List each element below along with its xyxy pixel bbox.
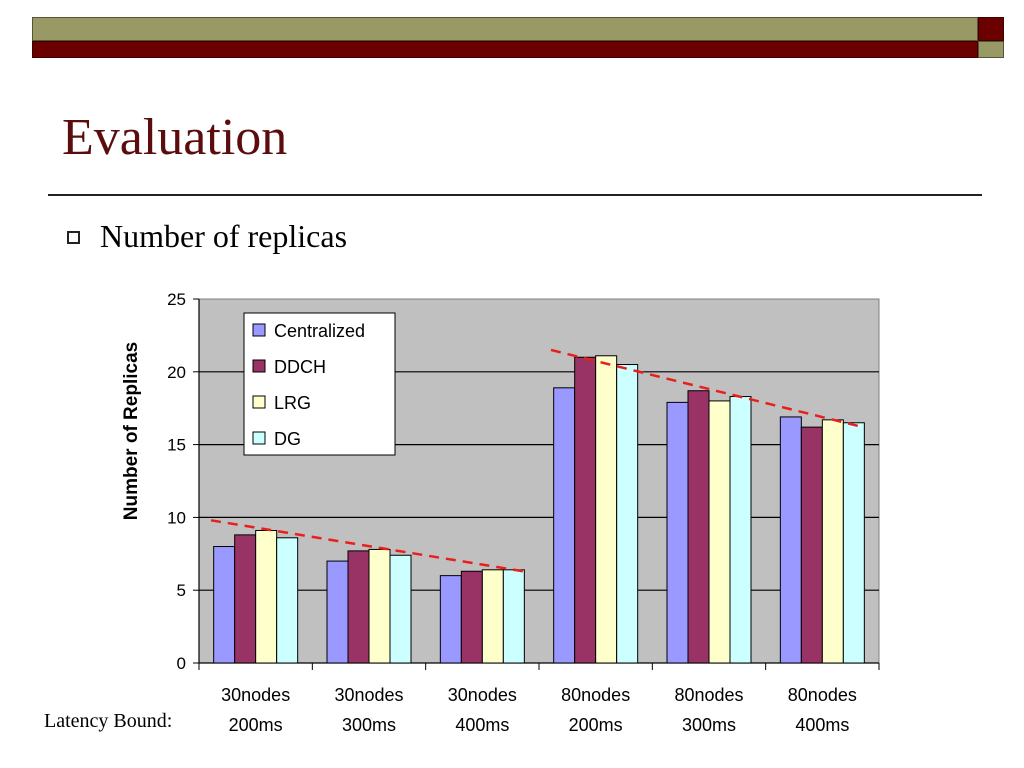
legend-swatch bbox=[252, 431, 266, 445]
bar-centralized bbox=[439, 575, 462, 664]
header-corner-maroon bbox=[978, 17, 1004, 41]
x-category-label-line2: 400ms bbox=[455, 715, 509, 735]
trend-line bbox=[550, 348, 864, 429]
bar-ddch bbox=[347, 550, 370, 664]
x-category-label-line2: 300ms bbox=[342, 715, 396, 735]
x-category-label-line2: 200ms bbox=[569, 715, 623, 735]
bar-lrg bbox=[481, 569, 504, 664]
title-divider bbox=[48, 194, 982, 196]
x-category-label-line1: 30nodes bbox=[334, 685, 403, 705]
bar-lrg bbox=[255, 530, 278, 664]
bullet-text: Number of replicas bbox=[100, 218, 348, 254]
x-category-label-line1: 80nodes bbox=[674, 685, 743, 705]
legend-label: LRG bbox=[274, 393, 311, 413]
bar-lrg bbox=[708, 400, 731, 664]
trend-line bbox=[210, 519, 524, 573]
header-band-maroon bbox=[32, 41, 978, 58]
bar-centralized bbox=[326, 560, 349, 664]
legend-box bbox=[243, 312, 396, 456]
legend-swatch bbox=[252, 359, 266, 373]
y-axis-title: Number of Replicas bbox=[121, 342, 142, 520]
y-tick-label: 5 bbox=[177, 581, 186, 600]
bar-centralized bbox=[779, 416, 802, 664]
bar-dg bbox=[389, 554, 412, 664]
bar-centralized bbox=[666, 401, 689, 664]
slide-title: Evaluation bbox=[62, 109, 288, 166]
bar-centralized bbox=[553, 387, 576, 664]
y-tick-label: 20 bbox=[167, 363, 186, 382]
bar-ddch bbox=[460, 570, 483, 664]
bar-dg bbox=[276, 537, 299, 664]
x-category-label-line2: 300ms bbox=[682, 715, 736, 735]
legend-label: DDCH bbox=[274, 357, 326, 377]
bar-lrg bbox=[595, 355, 618, 664]
legend-swatch bbox=[252, 395, 266, 409]
bar-ddch bbox=[687, 390, 710, 664]
bar-centralized bbox=[213, 546, 236, 664]
bar-ddch bbox=[800, 426, 823, 664]
legend-swatch bbox=[252, 323, 266, 337]
bar-dg bbox=[842, 422, 865, 664]
bar-lrg bbox=[821, 419, 844, 664]
legend-label: Centralized bbox=[274, 321, 365, 341]
x-category-label-line1: 80nodes bbox=[788, 685, 857, 705]
y-tick-label: 25 bbox=[167, 290, 186, 309]
x-category-label-line2: 200ms bbox=[229, 715, 283, 735]
x-category-label-line2: 400ms bbox=[795, 715, 849, 735]
bar-dg bbox=[502, 569, 525, 664]
bar-ddch bbox=[574, 356, 597, 664]
y-tick-label: 15 bbox=[167, 436, 186, 455]
x-category-label-line1: 30nodes bbox=[221, 685, 290, 705]
y-tick-label: 0 bbox=[177, 654, 186, 673]
x-category-label-line1: 80nodes bbox=[561, 685, 630, 705]
bullet-square-icon bbox=[67, 231, 80, 244]
latency-bound-label: Latency Bound: bbox=[44, 710, 173, 732]
header-corner-olive bbox=[978, 41, 1004, 58]
legend-label: DG bbox=[274, 429, 301, 449]
header-band-olive bbox=[32, 17, 978, 41]
bar-dg bbox=[729, 396, 752, 664]
bar-lrg bbox=[368, 548, 391, 664]
y-tick-label: 10 bbox=[167, 508, 186, 527]
x-category-label-line1: 30nodes bbox=[448, 685, 517, 705]
bar-ddch bbox=[234, 534, 257, 664]
bar-dg bbox=[616, 364, 639, 664]
